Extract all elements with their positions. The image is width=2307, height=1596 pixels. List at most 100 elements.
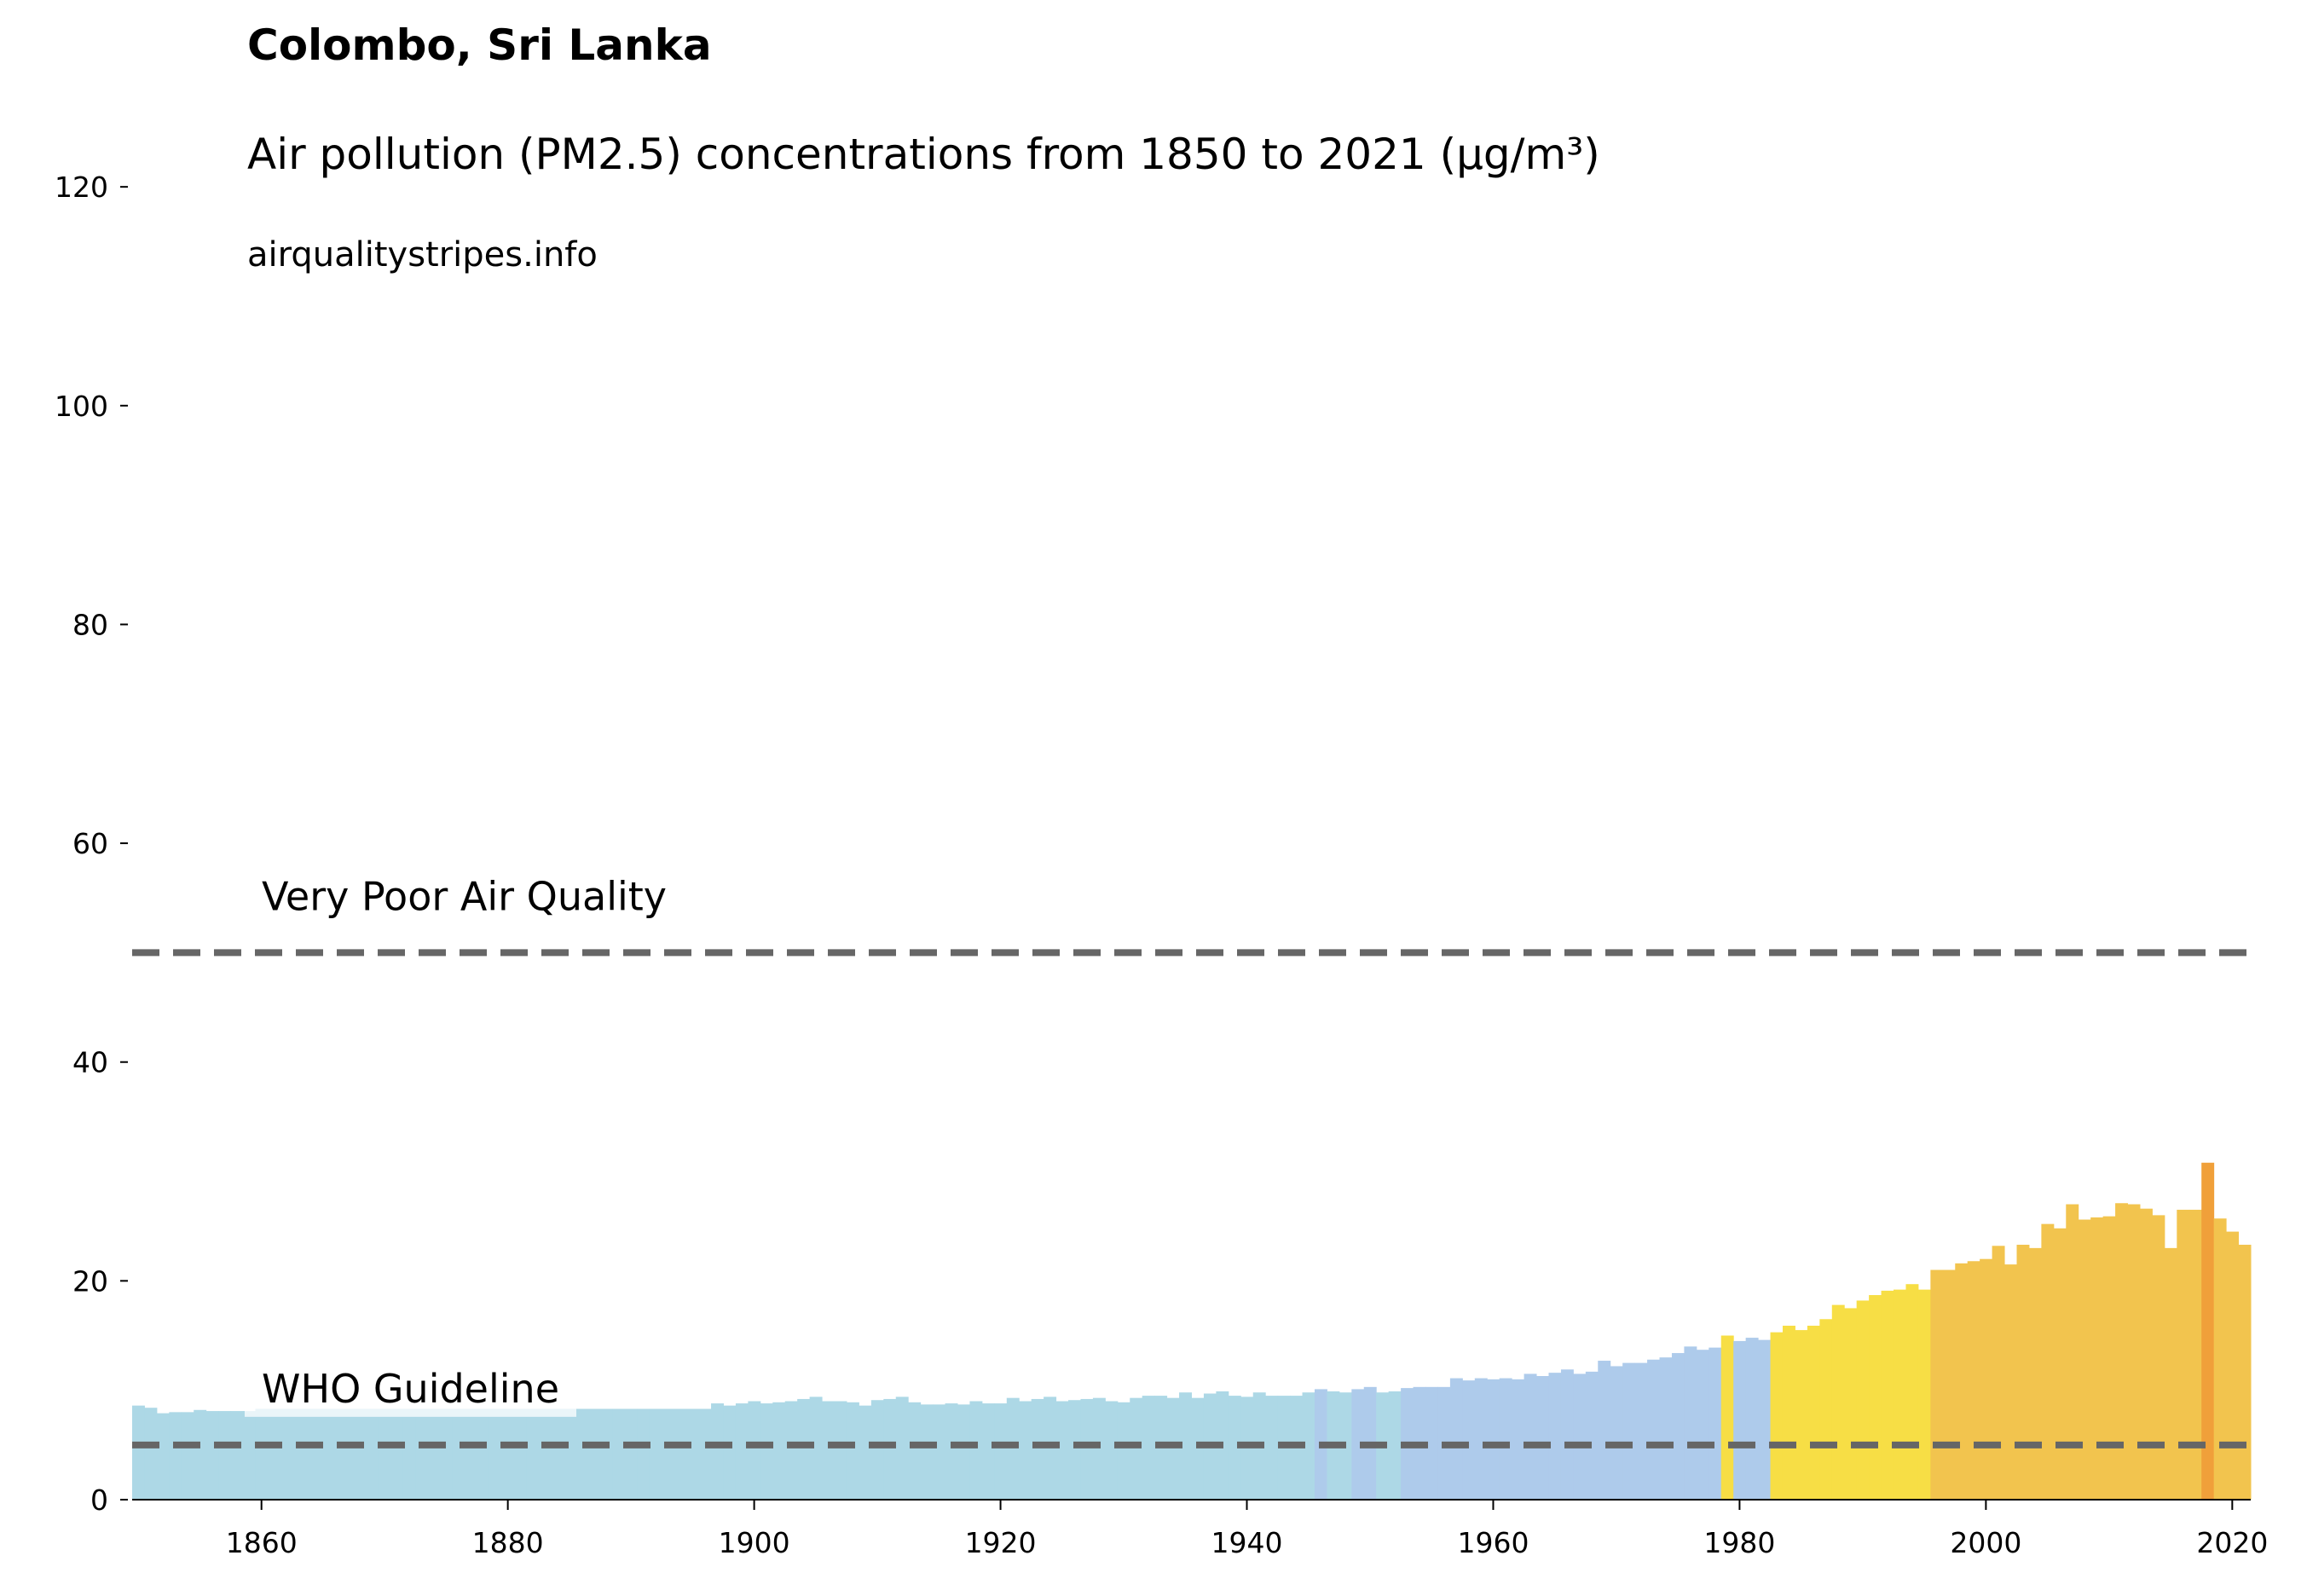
bar (772, 1402, 786, 1500)
bar (1967, 1261, 1980, 1500)
bar (489, 1408, 502, 1500)
bar (920, 1404, 934, 1500)
bar (1425, 1386, 1438, 1500)
bar (748, 1401, 761, 1500)
bar (723, 1405, 737, 1500)
bar (1302, 1392, 1315, 1500)
x-tick-label: 1960 (1457, 1526, 1529, 1559)
bar (563, 1408, 576, 1500)
bar (1092, 1397, 1106, 1500)
bar (1894, 1289, 1906, 1500)
bar (1770, 1332, 1784, 1500)
bar (341, 1408, 355, 1500)
bar (390, 1408, 404, 1500)
bar (538, 1408, 552, 1500)
bar (649, 1408, 662, 1500)
bar (1573, 1373, 1587, 1500)
bar (2177, 1209, 2190, 1500)
bar (2201, 1162, 2215, 1500)
reference-label: WHO Guideline (262, 1366, 559, 1412)
bar (883, 1398, 897, 1500)
bar (969, 1401, 983, 1500)
bar (859, 1405, 872, 1500)
bar (1449, 1378, 1463, 1500)
bar (1487, 1379, 1500, 1500)
bar (1955, 1263, 1969, 1500)
bar (280, 1408, 293, 1500)
bar (674, 1408, 687, 1500)
bar (194, 1409, 207, 1500)
x-tick-label: 2000 (1950, 1526, 2021, 1559)
bar (1117, 1402, 1130, 1500)
bar (2139, 1208, 2153, 1500)
x-tick-label: 1940 (1211, 1526, 1283, 1559)
bar (1647, 1359, 1661, 1500)
bar (316, 1408, 330, 1500)
bar (1105, 1401, 1119, 1500)
bar (181, 1412, 194, 1500)
bar (2028, 1247, 2042, 1500)
bar (2041, 1223, 2055, 1500)
bar (1512, 1379, 1525, 1500)
bar (1992, 1246, 2005, 1500)
bar (440, 1408, 454, 1500)
bar (2115, 1203, 2129, 1500)
bar (1598, 1361, 1611, 1500)
label-background (245, 1360, 576, 1417)
bar (1585, 1371, 1599, 1500)
bar (1856, 1300, 1870, 1500)
y-tick-label: 0 (90, 1483, 108, 1517)
bar (809, 1396, 823, 1500)
bar (551, 1408, 564, 1500)
bar (243, 1411, 256, 1500)
bar (526, 1408, 540, 1500)
bar (218, 1411, 232, 1500)
bar (1917, 1289, 1931, 1500)
bar (575, 1408, 589, 1500)
bar (981, 1403, 995, 1500)
bar (735, 1403, 749, 1500)
bar (1942, 1269, 1956, 1500)
bar (1474, 1378, 1488, 1500)
bar (711, 1403, 724, 1500)
bar (1019, 1401, 1032, 1500)
bar (2164, 1247, 2177, 1500)
bars (132, 1162, 2252, 1500)
bar (1228, 1396, 1241, 1500)
bar (1055, 1401, 1069, 1500)
bar (2102, 1216, 2116, 1500)
bar (1499, 1378, 1512, 1500)
y-tick-label: 60 (72, 827, 108, 860)
bar (945, 1403, 958, 1500)
bar (834, 1401, 847, 1500)
bar (354, 1408, 367, 1500)
bar (933, 1404, 946, 1500)
bar (870, 1400, 884, 1500)
bar (292, 1408, 305, 1500)
bar (2090, 1217, 2104, 1500)
bar (1795, 1330, 1808, 1500)
bar (2053, 1228, 2067, 1500)
y-tick-label: 40 (72, 1046, 108, 1079)
reference-label: Very Poor Air Quality (262, 873, 667, 919)
bar (637, 1408, 650, 1500)
bar (427, 1408, 441, 1500)
bar (304, 1408, 318, 1500)
bar (698, 1408, 712, 1500)
bar (2188, 1209, 2202, 1500)
bar (2238, 1245, 2252, 1500)
x-tick-label: 1860 (226, 1526, 298, 1559)
bar (415, 1408, 429, 1500)
y-tick-label: 120 (55, 171, 108, 204)
bar (378, 1408, 391, 1500)
bar (1634, 1362, 1648, 1500)
bar (1831, 1304, 1845, 1500)
bar (994, 1403, 1008, 1500)
bar (1622, 1362, 1636, 1500)
bar (1905, 1284, 1919, 1500)
bar (366, 1408, 379, 1500)
bar (1696, 1350, 1709, 1500)
bar (1080, 1398, 1094, 1500)
bar (587, 1408, 601, 1500)
